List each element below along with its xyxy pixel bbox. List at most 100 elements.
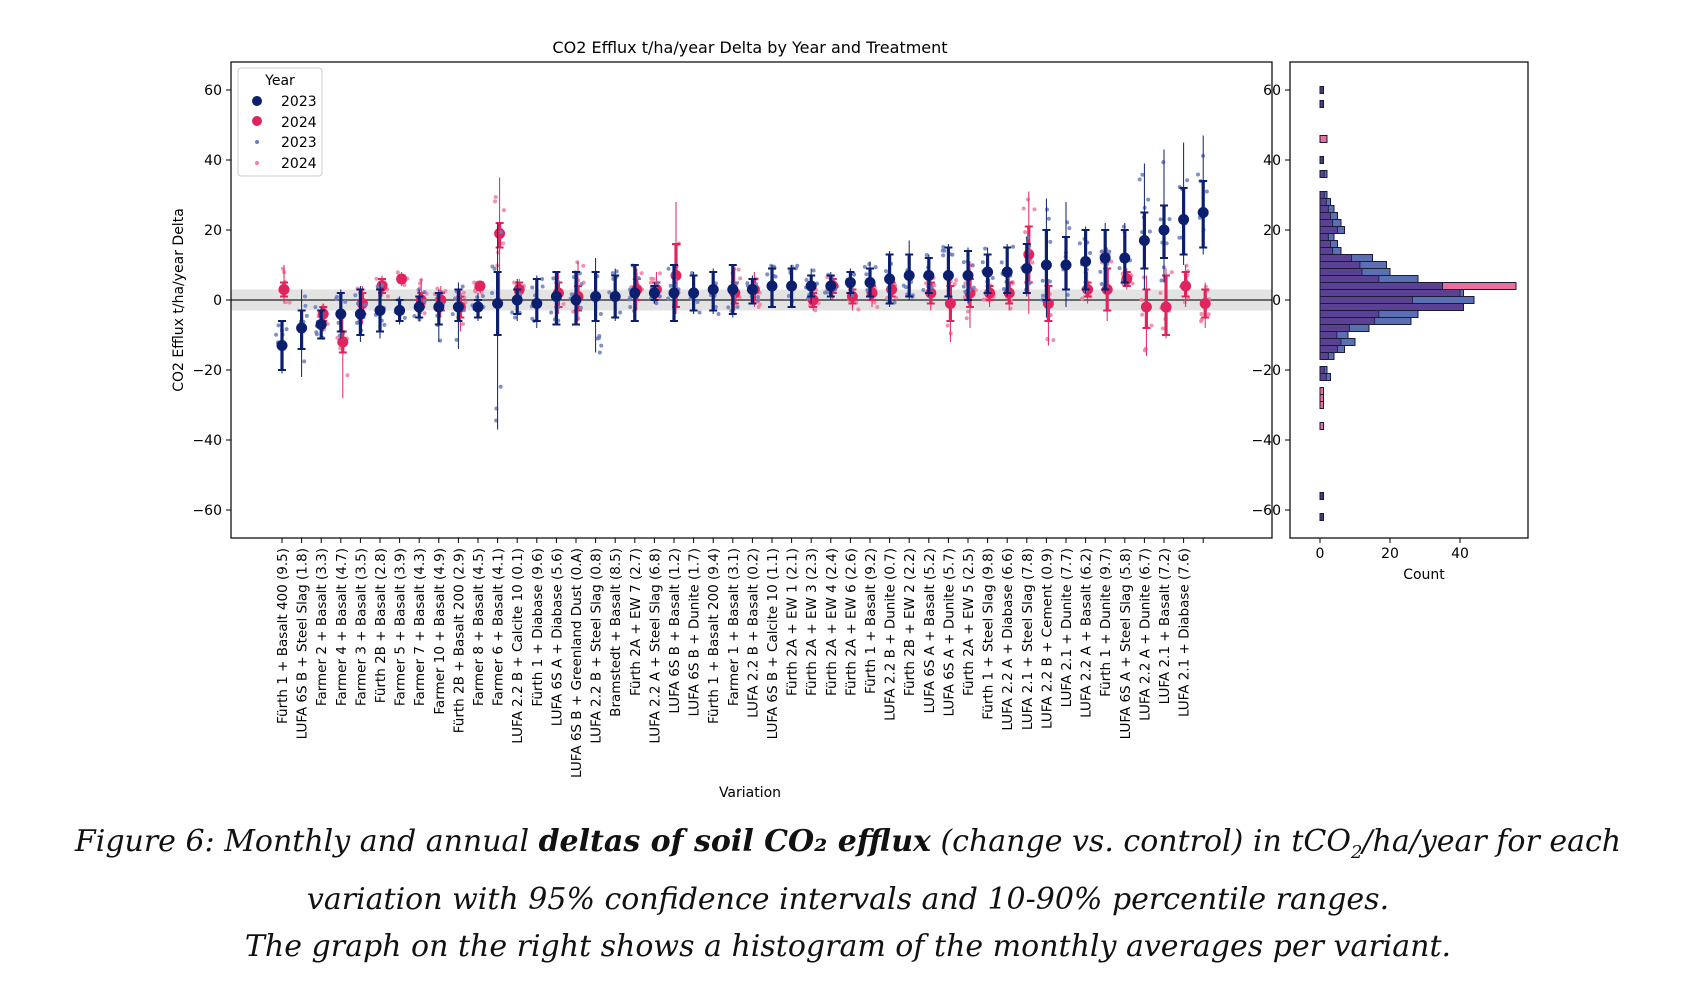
series-2023-point	[668, 283, 673, 288]
series-2024-mean	[1180, 280, 1192, 292]
category-group: Fürth 1 + Dunite (9.7)	[1098, 223, 1114, 697]
category-group: LUFA 2.2 A + Steel Slag (6.8)	[647, 271, 663, 744]
series-2023-mean	[707, 284, 719, 295]
series-2023-point	[735, 304, 740, 309]
hist-bar-2024	[1319, 422, 1324, 430]
hist-y-tick-label: −20	[1251, 363, 1281, 379]
category-group: Fürth 1 + Diabase (9.6)	[529, 275, 546, 707]
series-2023-point	[1098, 269, 1103, 274]
series-2023-point	[940, 248, 945, 253]
series-2023-point	[334, 294, 339, 299]
series-2023-point	[530, 285, 535, 290]
series-2023-point	[1117, 266, 1122, 271]
series-2023-point	[402, 315, 407, 320]
category-group: Farmer 7 + Basalt (4.3)	[412, 277, 429, 706]
series-2023-mean	[1080, 256, 1092, 267]
series-2023-point	[1065, 292, 1070, 297]
series-2023-mean	[1021, 263, 1033, 274]
legend-marker-2023-points	[255, 140, 259, 144]
category-group: LUFA 6S B + Basalt (1.2)	[666, 202, 683, 714]
series-2023-mean	[590, 291, 602, 302]
category-group: LUFA 6S B + Greenland Dust (0.A)	[568, 260, 586, 778]
caption-bold: deltas of soil CO₂ efflux	[538, 824, 931, 859]
series-2024-point	[738, 276, 743, 281]
hist-bar-overlap	[1319, 310, 1380, 318]
series-2024-point	[501, 208, 506, 213]
series-2023-point	[961, 284, 966, 289]
x-tick-label: Fürth 1 + Basalt 400 (9.5)	[275, 548, 291, 724]
series-2023-point	[1147, 229, 1152, 234]
series-2023-mean	[1001, 266, 1013, 278]
category-group: LUFA 6S B + Calcite 10 (1.1)	[765, 263, 781, 739]
series-2024-mean	[886, 284, 898, 295]
series-2023-point	[811, 268, 816, 273]
series-2024-point	[1169, 270, 1174, 275]
category-group: Fürth 2B + Basalt (2.8)	[373, 275, 390, 703]
hist-bar-overlap	[1319, 345, 1338, 353]
legend-box	[237, 67, 323, 177]
series-2023-point	[549, 310, 554, 315]
series-2023-point	[303, 294, 308, 299]
hist-bar-overlap	[1319, 317, 1376, 325]
series-2023-mean	[648, 287, 660, 299]
x-tick-label: Fürth 1 + Basalt (9.2)	[863, 548, 879, 694]
series-2023-point	[1046, 216, 1051, 221]
legend-label-2023-points: 2023	[281, 135, 317, 151]
x-tick-label: LUFA 6S A + Steel Slag (5.8)	[1118, 548, 1134, 739]
series-2023-point	[302, 359, 307, 364]
hist-bar-overlap	[1319, 338, 1342, 346]
category-group: Fürth 2B + Basalt 200 (2.9)	[450, 282, 468, 733]
series-2024-point	[1199, 311, 1204, 316]
caption-line-3: The graph on the right shows a histogram…	[244, 929, 1452, 964]
series-2023-point	[1137, 177, 1142, 182]
series-2024-point	[954, 278, 959, 283]
series-2024-point	[648, 280, 653, 285]
series-2024-mean	[1199, 298, 1211, 309]
series-2024-point	[1051, 338, 1056, 343]
series-2023-mean	[492, 298, 504, 309]
series-2023-point	[1204, 189, 1209, 194]
x-tick-label: Farmer 6 + Basalt (4.1)	[491, 548, 507, 706]
series-2023-point	[1077, 241, 1082, 246]
hist-bar-overlap	[1319, 282, 1443, 290]
series-2024-point	[1080, 296, 1085, 301]
series-2023-mean	[354, 308, 366, 320]
hist-bar-overlap	[1319, 254, 1352, 262]
series-2023-mean	[825, 280, 837, 292]
series-2023-point	[695, 300, 700, 305]
series-2023-point	[597, 334, 602, 339]
series-2023-point	[551, 276, 556, 281]
series-2023-mean	[629, 287, 641, 299]
hist-x-tick-label: 0	[1316, 546, 1325, 562]
series-2024-point	[461, 290, 466, 295]
series-2023-point	[416, 287, 421, 292]
x-tick-label: LUFA 2.2 A + Diabase (6.6)	[1000, 548, 1016, 731]
series-2023-point	[901, 283, 906, 288]
series-2024-point	[1142, 348, 1147, 353]
x-tick-label: Fürth 2A + EW 6 (2.6)	[843, 548, 859, 696]
series-2023-mean	[1040, 259, 1052, 271]
series-2023-mean	[609, 291, 621, 302]
series-2023-mean	[374, 305, 386, 316]
category-group: Fürth 2A + EW 3 (2.3)	[804, 268, 821, 696]
series-2024-point	[1206, 312, 1211, 317]
series-2023-point	[1011, 244, 1016, 249]
series-2023-point	[599, 343, 604, 348]
series-2023-point	[941, 253, 946, 258]
series-2023-point	[825, 290, 830, 295]
series-2023-point	[480, 294, 485, 299]
legend-label-2024: 2024	[281, 115, 317, 131]
series-2023-point	[867, 262, 872, 267]
x-tick-label: LUFA 2.1 + Basalt (7.2)	[1157, 548, 1173, 704]
hist-bar-overlap	[1319, 212, 1331, 220]
x-tick-label: Fürth 2B + EW 2 (2.2)	[902, 548, 918, 696]
series-2023-point	[1040, 293, 1045, 298]
series-2023-point	[1177, 235, 1182, 240]
hist-bar-2024	[1319, 394, 1324, 402]
series-2023-mean	[844, 277, 856, 288]
series-2024-point	[1025, 197, 1030, 202]
hist-bar-2024	[1319, 401, 1324, 409]
series-2023-mean	[668, 287, 680, 299]
category-group: LUFA 2.2 B + Steel Slag (0.8)	[589, 258, 605, 744]
series-2023-point	[303, 303, 308, 308]
